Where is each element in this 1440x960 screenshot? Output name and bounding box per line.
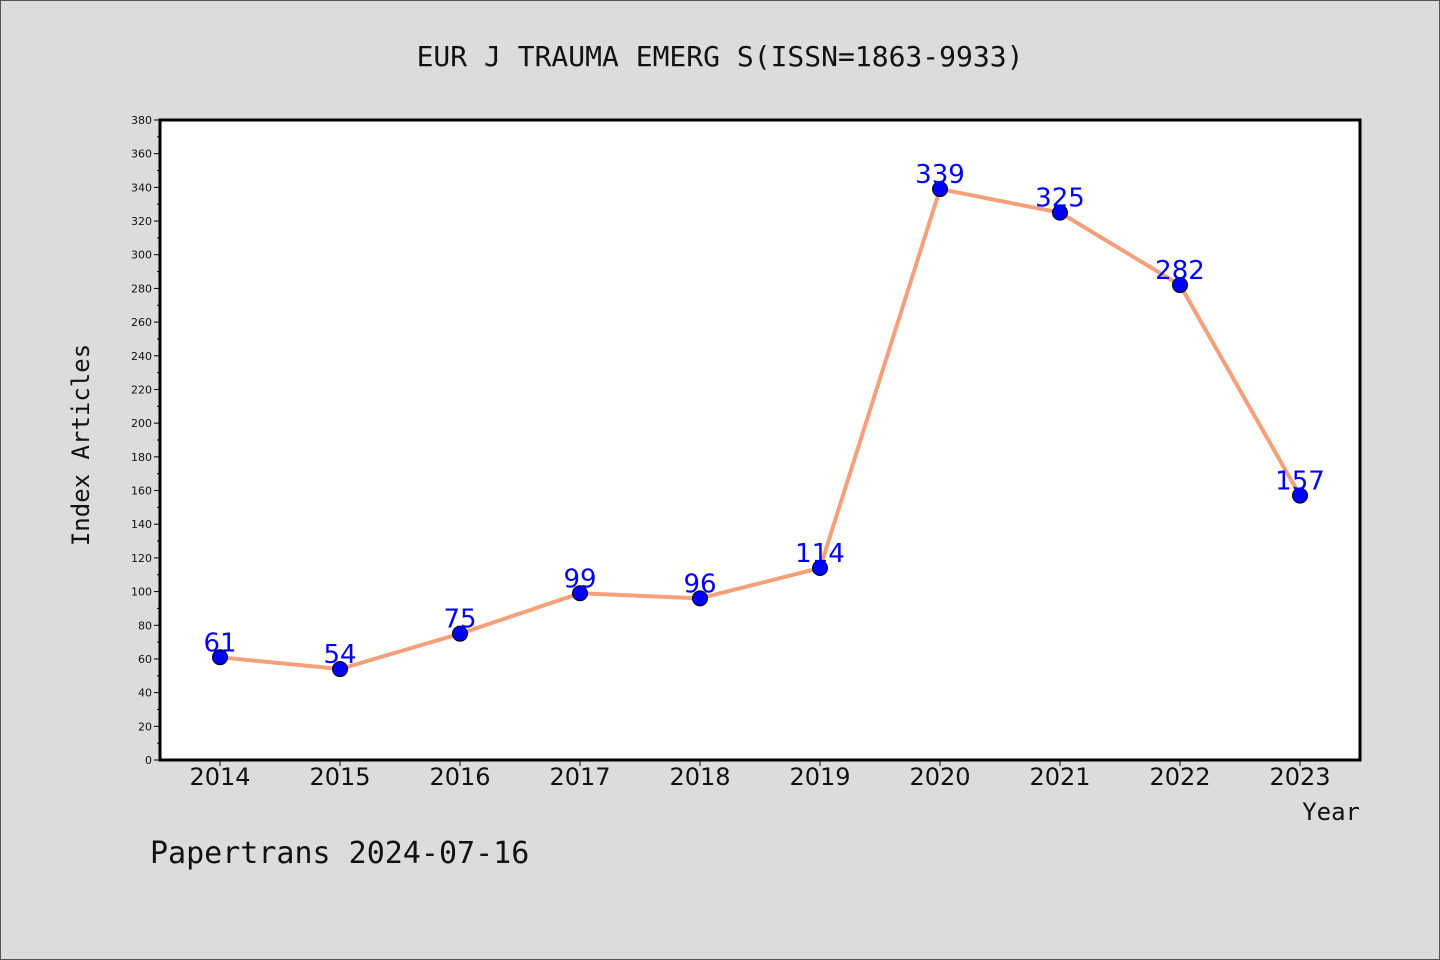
y-tick-label: 100 [131, 586, 152, 599]
y-tick-label: 240 [131, 350, 152, 363]
data-label: 75 [443, 605, 476, 635]
y-tick-label: 0 [145, 754, 152, 767]
y-tick-label: 260 [131, 316, 152, 329]
x-tick-label: 2022 [1149, 763, 1210, 791]
data-label: 325 [1035, 184, 1085, 214]
data-label: 96 [683, 569, 716, 599]
y-axis: 0 20 40 60 80 100 120 140 160 180 200 220 240 260 280 3… [131, 114, 160, 767]
y-tick-label: 60 [138, 653, 152, 666]
x-tick-label: 2020 [909, 763, 970, 791]
data-point [212, 649, 228, 666]
data-label: 157 [1275, 467, 1325, 497]
series-line [219, 187, 1302, 672]
x-tick-label: 2023 [1269, 763, 1330, 791]
data-label: 54 [323, 640, 356, 670]
data-point [452, 625, 468, 642]
y-tick-label: 120 [131, 552, 152, 565]
y-tick-label: 320 [131, 215, 152, 228]
y-tick-label: 300 [131, 249, 152, 262]
x-tick-label: 2016 [429, 763, 490, 791]
data-point [932, 181, 948, 198]
data-point [332, 661, 348, 678]
data-point [572, 585, 588, 602]
x-axis-label: Year [1302, 798, 1360, 826]
y-tick-label: 160 [131, 485, 152, 498]
data-point [1172, 277, 1188, 294]
y-tick-label: 140 [131, 518, 152, 531]
data-point [1292, 487, 1308, 504]
series-article-counts: 61 54 75 99 96 114 339 325 282 157 [203, 160, 1325, 678]
y-tick-label: 80 [138, 619, 152, 632]
y-tick-label: 20 [138, 720, 152, 733]
x-tick-label: 2019 [789, 763, 850, 791]
data-label: 282 [1155, 256, 1205, 286]
plot-area [158, 118, 1362, 762]
data-label: 61 [203, 628, 236, 658]
data-label: 114 [795, 539, 845, 569]
footer-text: Papertrans 2024-07-16 [150, 836, 529, 871]
x-axis: 2014 2015 2016 2017 2018 2019 2020 2021 2022 2023 [189, 760, 1331, 791]
data-point [692, 590, 708, 607]
y-axis-label: Index Articles [67, 344, 95, 546]
data-point [812, 560, 828, 576]
x-tick-label: 2017 [549, 763, 610, 791]
y-tick-label: 280 [131, 282, 152, 295]
y-tick-label: 200 [131, 417, 152, 430]
y-tick-label: 180 [131, 451, 152, 464]
y-tick-label: 220 [131, 383, 152, 396]
x-tick-label: 2021 [1029, 763, 1090, 791]
y-tick-label: 360 [131, 148, 152, 161]
x-tick-label: 2014 [189, 763, 250, 791]
chart-title: EUR J TRAUMA EMERG S(ISSN=1863-9933) [417, 40, 1024, 73]
x-tick-label: 2018 [669, 763, 730, 791]
data-label: 99 [563, 564, 596, 594]
y-tick-label: 40 [138, 687, 152, 700]
y-tick-label: 340 [131, 181, 152, 194]
x-tick-label: 2015 [309, 763, 370, 791]
data-label: 339 [915, 160, 965, 190]
data-point [1052, 204, 1068, 221]
y-tick-label: 380 [131, 114, 152, 127]
